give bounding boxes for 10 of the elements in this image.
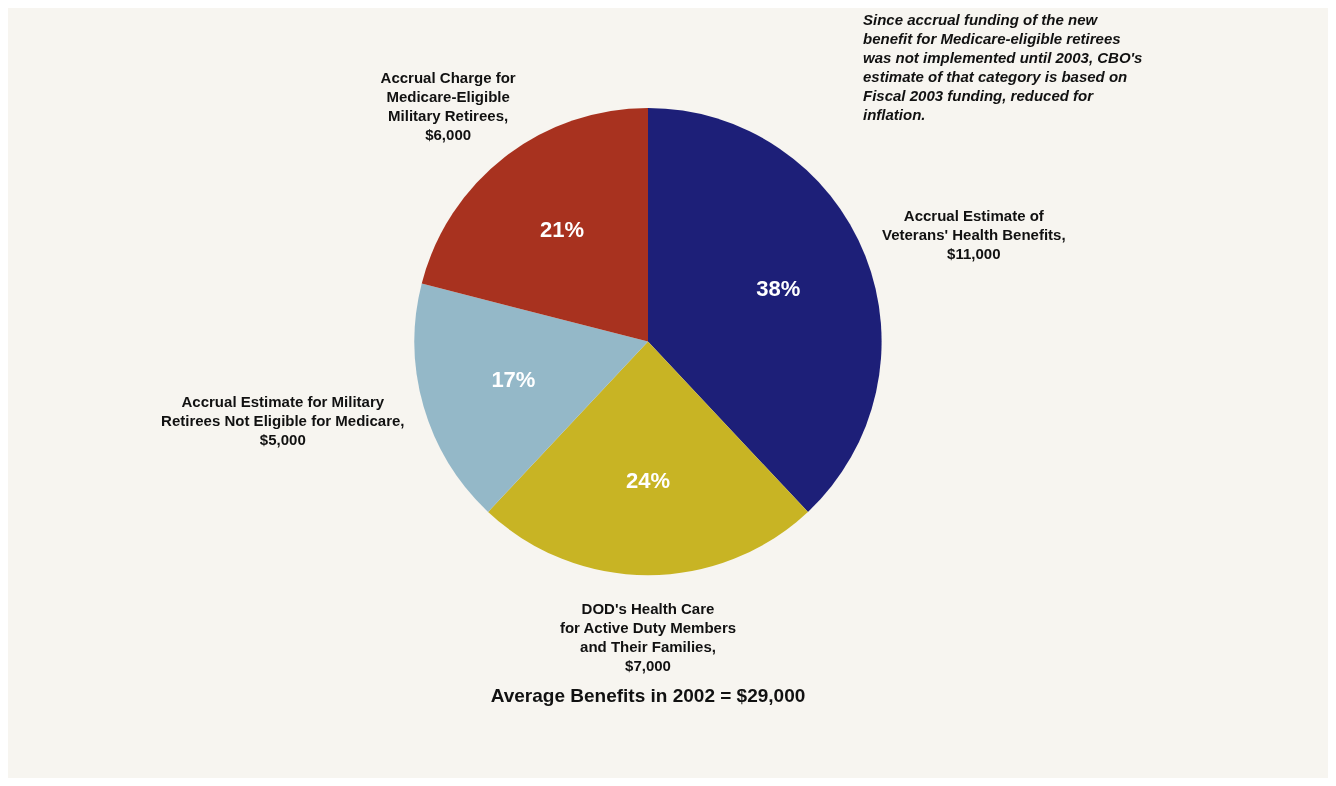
text: Since accrual funding of the new benefit for Medicare-eligible retirees was not implemented until 2003, CBO's estimate of that category is based on Fiscal 2003 funding, reduced for inflation. bbox=[863, 10, 1144, 124]
data-label: 21% bbox=[540, 216, 585, 242]
data-label: 38% bbox=[756, 276, 801, 302]
slice-label: Accrual Estimate of Veterans' Health Benefits, $11,000 bbox=[881, 207, 1066, 263]
text: Average Benefits in 2002 = $29,000 bbox=[490, 684, 806, 706]
data-label: 24% bbox=[625, 467, 671, 493]
data-label: 17% bbox=[491, 366, 536, 392]
slice-label: Accrual Estimate for Military Retirees Not Eligible for Medicare, $5,000 bbox=[161, 392, 405, 448]
slice-label: Accrual Charge for Medicare-Eligible Military Retirees, $6,000 bbox=[380, 68, 516, 143]
slice-label: DOD's Health Care for Active Duty Members and Their Families, $7,000 bbox=[559, 599, 737, 674]
